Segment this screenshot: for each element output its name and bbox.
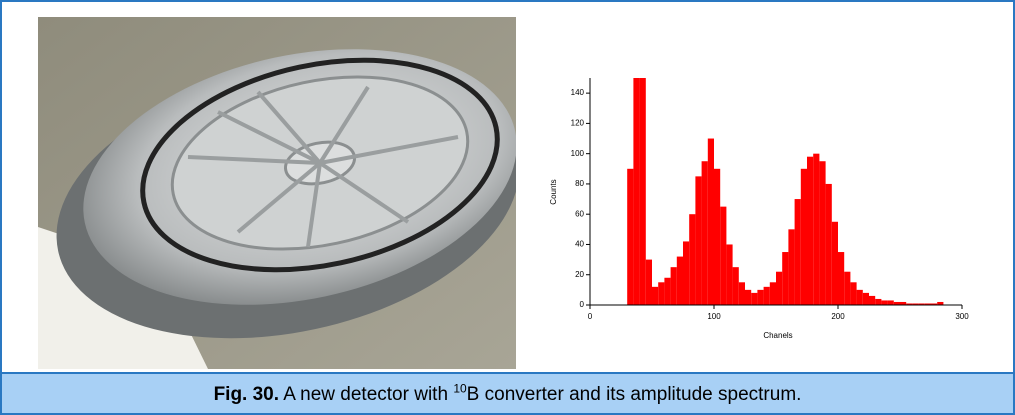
bar xyxy=(887,300,894,305)
bar xyxy=(819,161,826,305)
bar xyxy=(912,303,919,305)
bar xyxy=(645,259,652,305)
bar xyxy=(726,244,733,305)
y-tick-label: 120 xyxy=(571,119,585,128)
spectrum-chart: Counts Chanels 0 20 40 60 80 100 120 140 0 100 200… xyxy=(549,78,969,340)
bar xyxy=(937,301,944,305)
y-tick-label: 40 xyxy=(575,240,584,249)
bar xyxy=(639,78,646,305)
bar xyxy=(763,286,770,305)
bar xyxy=(838,252,845,305)
bar xyxy=(670,267,677,305)
bar xyxy=(751,292,758,305)
detector-photo xyxy=(38,17,516,369)
bar xyxy=(720,206,727,305)
caption-superscript: 10 xyxy=(453,381,467,396)
bar xyxy=(633,78,640,305)
y-tick-label: 140 xyxy=(571,88,585,97)
bar xyxy=(689,214,696,305)
bar xyxy=(658,282,665,305)
bar xyxy=(825,183,832,305)
caption: Fig. 30. A new detector with 10B convert… xyxy=(2,372,1013,413)
bar xyxy=(813,153,820,305)
bar xyxy=(676,256,683,305)
bar xyxy=(807,156,814,305)
x-tick-label: 0 xyxy=(588,312,593,321)
bar xyxy=(701,161,708,305)
bar xyxy=(695,176,702,305)
y-tick-label: 0 xyxy=(580,300,585,309)
bar xyxy=(664,277,671,305)
bar xyxy=(707,138,714,305)
x-tick-label: 200 xyxy=(831,312,845,321)
bar xyxy=(683,241,690,305)
bar xyxy=(800,168,807,305)
y-tick-label: 80 xyxy=(575,179,584,188)
bar xyxy=(714,168,721,305)
bar xyxy=(652,286,659,305)
bar xyxy=(757,289,764,305)
bar xyxy=(745,289,752,305)
y-axis-label: Counts xyxy=(549,179,558,204)
y-tick-label: 20 xyxy=(575,270,584,279)
bar xyxy=(732,267,739,305)
bar xyxy=(875,298,882,305)
y-tick-label: 100 xyxy=(571,149,585,158)
y-tick-label: 60 xyxy=(575,209,584,218)
bar xyxy=(931,303,938,305)
bar xyxy=(924,303,931,305)
bar xyxy=(881,300,888,305)
bar xyxy=(850,282,857,305)
bar xyxy=(788,229,795,305)
bar xyxy=(893,301,900,305)
bar xyxy=(782,252,789,305)
bar xyxy=(844,271,851,305)
bar xyxy=(794,199,801,305)
x-tick-label: 100 xyxy=(707,312,721,321)
x-tick-label: 300 xyxy=(955,312,969,321)
bar xyxy=(862,292,869,305)
x-axis-label: Chanels xyxy=(763,331,792,340)
caption-label: Fig. 30. xyxy=(213,384,280,405)
bar xyxy=(918,303,925,305)
bar xyxy=(856,289,863,305)
bar xyxy=(900,301,907,305)
bar xyxy=(906,303,913,305)
bar xyxy=(776,271,783,305)
caption-text: A new detector with xyxy=(283,384,449,405)
bar xyxy=(831,221,838,305)
bar xyxy=(738,282,745,305)
bar xyxy=(869,295,876,305)
bar xyxy=(769,282,776,305)
caption-text: B converter and its amplitude spectrum. xyxy=(466,384,802,405)
bar xyxy=(627,168,634,305)
